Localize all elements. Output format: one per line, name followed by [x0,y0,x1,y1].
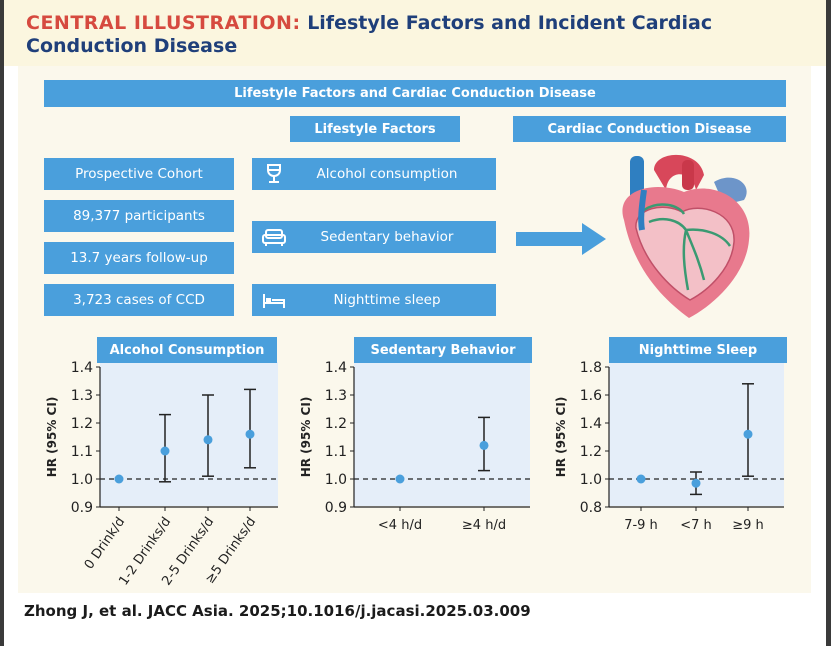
x-tick-label: 7-9 h [624,518,658,533]
sedentary-plot-area [354,362,530,506]
y-tick-label: 1.1 [71,444,93,460]
page-title: CENTRAL ILLUSTRATION: Lifestyle Factors … [26,12,786,58]
y-tick-label: 1.4 [325,360,347,376]
alcohol-chart-title: Alcohol Consumption [97,337,277,363]
x-tick-label: ≥4 h/d [462,518,506,533]
cohort-type: Prospective Cohort [44,158,234,190]
y-axis-label: HR (95% CI) [45,397,59,478]
y-tick-label: 0.9 [71,500,93,516]
disease-header: Cardiac Conduction Disease [513,116,786,142]
y-axis-label: HR (95% CI) [299,397,313,478]
heart-illustration [622,154,750,318]
factor-alcohol-label: Alcohol consumption [316,166,458,182]
y-tick-label: 0.8 [580,500,602,516]
y-tick-label: 1.0 [71,472,93,488]
charts-layer: 0.91.01.11.21.31.4HR (95% CI)0 Drink/d1-… [45,360,784,588]
sedentary-chart-title: Sedentary Behavior [354,337,532,363]
x-tick-label: 0 Drink/d [82,515,129,573]
factor-sedentary-label: Sedentary behavior [320,229,454,245]
data-point [479,440,489,450]
cohort-followup: 13.7 years follow-up [44,242,234,274]
page: CENTRAL ILLUSTRATION: Lifestyle Factors … [4,0,826,646]
factor-sleep-label: Nighttime sleep [333,292,441,308]
y-tick-label: 1.0 [580,472,602,488]
y-tick-label: 1.2 [580,444,602,460]
data-point [203,435,213,445]
data-point [395,474,405,484]
y-tick-label: 1.3 [325,388,347,404]
citation: Zhong J, et al. JACC Asia. 2025;10.1016/… [24,602,531,620]
sleep-chart-title: Nighttime Sleep [609,337,787,363]
y-tick-label: 1.6 [580,388,602,404]
y-axis-label: HR (95% CI) [554,397,568,478]
bed-icon [263,294,285,308]
data-point [160,446,170,456]
right-arrow-icon [516,223,606,255]
x-tick-label: ≥9 h [732,518,764,533]
data-point [245,429,255,439]
y-tick-label: 1.4 [71,360,93,376]
data-point [743,429,753,439]
y-tick-label: 1.4 [580,416,602,432]
factor-sedentary: Sedentary behavior [252,221,496,253]
y-tick-label: 1.1 [325,444,347,460]
y-tick-label: 1.8 [580,360,602,376]
sofa-icon [262,229,286,246]
y-tick-label: 1.3 [71,388,93,404]
y-tick-label: 0.9 [325,500,347,516]
cohort-cases: 3,723 cases of CCD [44,284,234,316]
y-tick-label: 1.2 [71,416,93,432]
cohort-participants: 89,377 participants [44,200,234,232]
title-text: Lifestyle Factors and Incident Cardiac C… [26,12,713,57]
data-point [114,474,124,484]
y-tick-label: 1.0 [325,472,347,488]
factor-alcohol: Alcohol consumption [252,158,496,190]
title-prefix: CENTRAL ILLUSTRATION: [26,12,301,34]
x-tick-label: <7 h [680,518,712,533]
y-tick-label: 1.2 [325,416,347,432]
data-point [691,478,701,488]
wine-glass-icon [267,164,281,183]
factor-sleep: Nighttime sleep [252,284,496,316]
x-tick-label: <4 h/d [378,518,422,533]
factors-header: Lifestyle Factors [290,116,460,142]
data-point [636,474,646,484]
banner: Lifestyle Factors and Cardiac Conduction… [44,80,786,107]
header: CENTRAL ILLUSTRATION: Lifestyle Factors … [4,0,826,66]
